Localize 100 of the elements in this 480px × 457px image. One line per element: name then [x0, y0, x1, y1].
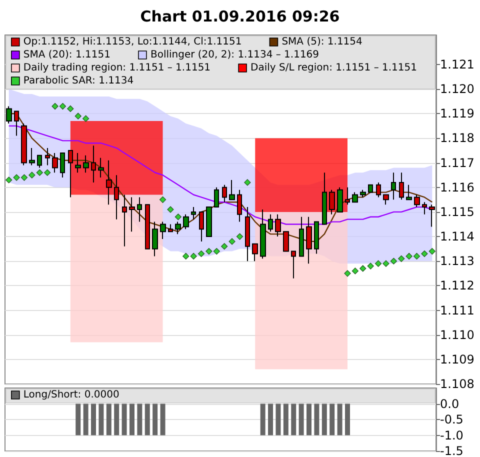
candlestick: [222, 184, 227, 203]
legend-label: Daily S/L region: 1.1151 – 1.1151: [250, 62, 418, 74]
candlestick: [199, 211, 204, 242]
candlestick: [329, 189, 335, 215]
y-tick-label: 1.117: [440, 156, 474, 170]
legend-label: Bollinger (20, 2): 1.1134 – 1.1169: [150, 50, 320, 60]
legend-label: SMA (20): 1.1151: [23, 50, 110, 60]
point: [236, 233, 244, 240]
point: [406, 252, 412, 260]
point: [190, 252, 197, 260]
candlestick: [98, 157, 104, 178]
point: [44, 169, 51, 176]
point: [82, 115, 90, 122]
candlestick: [422, 202, 427, 215]
point: [228, 238, 236, 245]
point: [36, 169, 43, 176]
point: [221, 243, 228, 250]
y-tick-label: 1.116: [440, 180, 474, 194]
point: [390, 258, 397, 264]
point: [421, 250, 428, 258]
y-tick-label: 1.119: [440, 106, 474, 121]
y-tick-label: 1.110: [440, 328, 474, 342]
point: [206, 248, 212, 255]
point: [28, 172, 36, 178]
y-tick-label: 1.120: [440, 82, 474, 96]
candlestick: [37, 154, 42, 168]
y-tick-label: 1.121: [440, 57, 474, 72]
point: [374, 260, 382, 267]
candlestick: [314, 221, 319, 254]
point: [174, 214, 182, 220]
y-tick-label: 1.115: [440, 204, 474, 219]
point: [59, 102, 66, 110]
y-tick-label: 1.113: [440, 254, 474, 268]
candlestick: [68, 150, 73, 198]
point: [413, 252, 420, 260]
point: [6, 176, 12, 184]
candlestick: [114, 174, 119, 220]
candlestick: [145, 204, 150, 250]
candlestick: [14, 110, 19, 136]
legend-label: Parabolic SAR: 1.1134: [23, 76, 134, 86]
point: [360, 265, 366, 272]
candlestick: [45, 148, 50, 166]
legend-label: Daily trading region: 1.1151 – 1.1151: [23, 62, 211, 74]
candlestick: [21, 122, 27, 166]
candlestick: [352, 192, 358, 203]
candlestick: [137, 196, 142, 222]
candlestick: [206, 206, 212, 238]
candlestick: [168, 224, 173, 232]
point: [398, 255, 405, 262]
y-tick-label: 1.109: [440, 352, 474, 366]
candlestick: [406, 184, 412, 200]
point: [367, 262, 374, 270]
candlestick: [429, 204, 435, 228]
point: [159, 196, 166, 203]
point: [182, 252, 190, 260]
candlestick: [383, 194, 389, 206]
candlestick: [160, 221, 166, 240]
candlestick: [229, 180, 235, 200]
candlestick: [214, 186, 219, 208]
candlestick: [275, 214, 281, 238]
candlestick: [368, 184, 373, 193]
candlestick: [6, 106, 12, 124]
point: [167, 206, 174, 213]
point: [428, 248, 436, 255]
candlestick: [345, 186, 350, 206]
point: [382, 260, 390, 267]
point: [213, 248, 220, 255]
point: [352, 268, 358, 274]
point: [244, 179, 251, 186]
candlestick: [152, 221, 158, 257]
point: [20, 174, 28, 181]
candlestick: [175, 221, 181, 235]
legend-label: SMA (5): 1.1154: [282, 36, 362, 48]
candlestick: [291, 250, 296, 279]
candlestick: [414, 194, 420, 208]
point: [52, 102, 58, 110]
candlestick: [376, 182, 381, 198]
point: [13, 174, 20, 181]
y-tick-label: 1.118: [440, 131, 474, 146]
legend-label: Op:1.1152, Hi:1.1153, Lo:1.1144, Cl:1.1151: [23, 36, 242, 48]
point: [344, 270, 351, 277]
candlestick: [337, 186, 343, 212]
candlestick: [52, 152, 58, 174]
candlestick: [283, 231, 289, 252]
candlestick: [122, 194, 127, 247]
candlestick: [299, 216, 304, 257]
candlestick: [399, 172, 404, 200]
point: [198, 250, 205, 258]
candlestick: [60, 152, 65, 178]
candlestick: [252, 243, 258, 262]
candlestick: [191, 206, 196, 220]
y-tick-label: 0.0: [440, 396, 460, 411]
candlestick: [91, 145, 96, 183]
candlestick: [268, 214, 273, 232]
y-tick-label: -0.5: [440, 412, 464, 426]
chart-title: Chart 01.09.2016 09:26: [140, 8, 340, 26]
y-tick-label: 1.111: [440, 303, 474, 318]
point: [74, 112, 82, 120]
point: [67, 105, 74, 112]
candlestick: [306, 216, 312, 264]
